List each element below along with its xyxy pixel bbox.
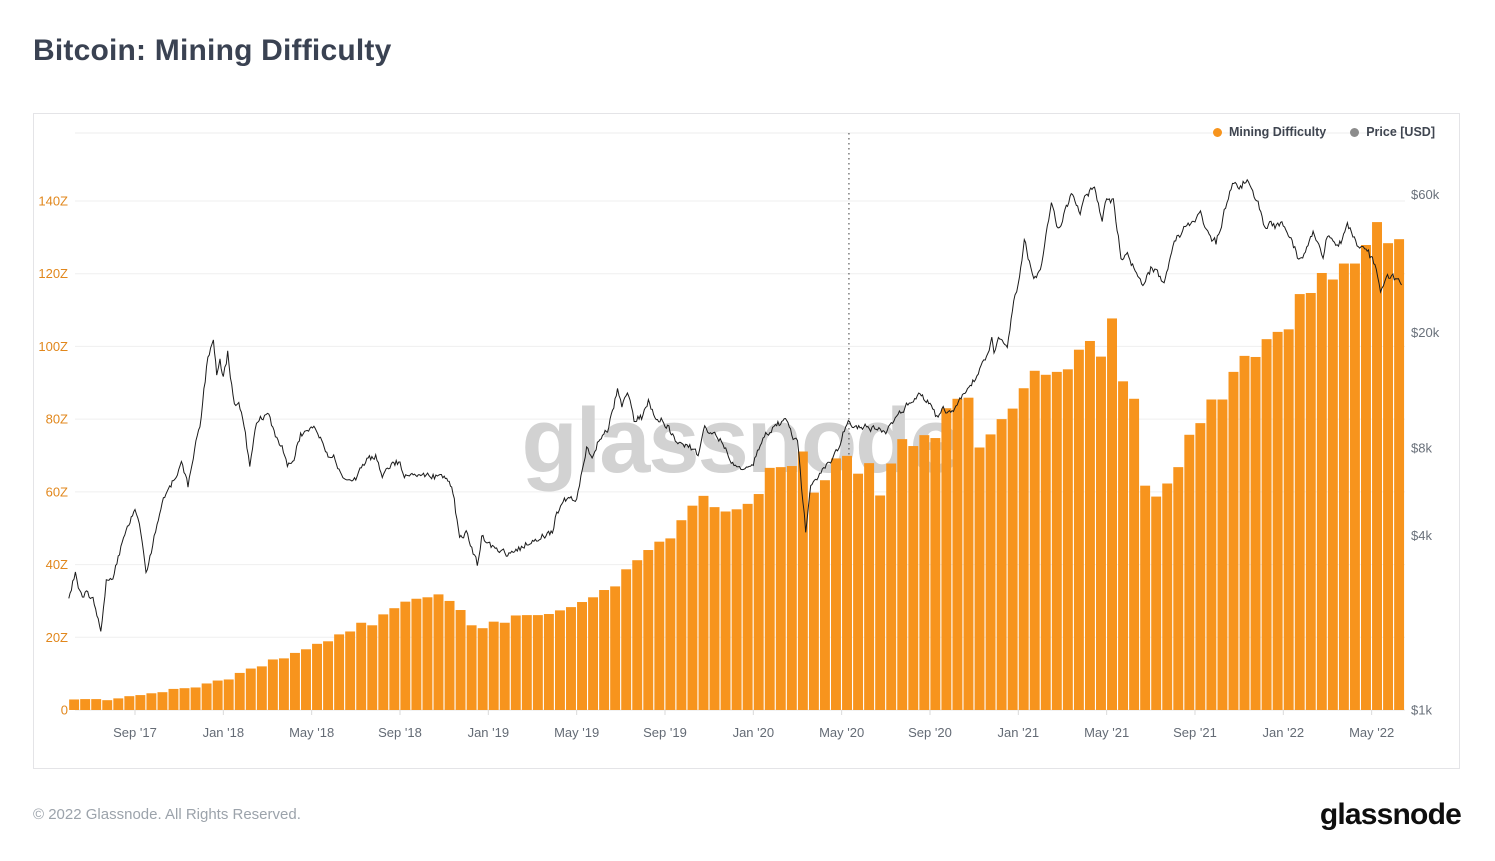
svg-text:May '21: May '21 [1084,725,1129,740]
svg-text:Jan '22: Jan '22 [1263,725,1305,740]
mining-difficulty-dot-icon [1213,127,1222,137]
svg-text:100Z: 100Z [38,339,68,354]
glassnode-logo[interactable]: glassnode [1319,798,1462,831]
page-title: Bitcoin: Mining Difficulty [33,34,392,67]
difficulty-bars [69,222,1405,710]
svg-text:Sep '20: Sep '20 [908,725,952,740]
svg-text:Sep '19: Sep '19 [643,725,687,740]
svg-text:$8k: $8k [1411,441,1432,456]
svg-text:Jan '19: Jan '19 [468,725,510,740]
svg-text:Sep '21: Sep '21 [1173,725,1217,740]
svg-text:$20k: $20k [1411,325,1440,340]
svg-text:20Z: 20Z [46,630,68,645]
price-usd-dot-icon [1350,127,1360,137]
svg-text:60Z: 60Z [46,484,68,499]
chart-card: 0 20Z 40Z 60Z 80Z 100Z 120Z 140Z $1k $4k $8k $20k $6… [33,113,1460,769]
svg-text:Sep '18: Sep '18 [378,725,422,740]
legend-item-mining-difficulty[interactable]: Mining Difficulty [1213,125,1326,139]
price-line [68,178,1402,632]
svg-text:0: 0 [61,703,68,718]
svg-text:$1k: $1k [1411,703,1432,718]
svg-text:120Z: 120Z [38,266,68,281]
legend-label-price-usd: Price [USD] [1366,125,1435,139]
svg-text:May '18: May '18 [289,725,334,740]
legend-label-mining-difficulty: Mining Difficulty [1229,125,1327,139]
svg-text:Jan '21: Jan '21 [998,725,1040,740]
svg-text:Sep '17: Sep '17 [113,725,157,740]
chart-canvas: 0 20Z 40Z 60Z 80Z 100Z 120Z 140Z $1k $4k $8k $20k $6… [38,132,1440,740]
svg-text:40Z: 40Z [46,557,68,572]
svg-text:80Z: 80Z [46,412,68,427]
chart-legend: Mining Difficulty Price [USD] [1213,125,1435,139]
left-axis-labels: 0 20Z 40Z 60Z 80Z 100Z 120Z 140Z [38,194,68,718]
svg-text:May '20: May '20 [819,725,864,740]
svg-text:140Z: 140Z [38,194,68,209]
x-axis-labels: Sep '17 Jan '18 May '18 Sep '18 Jan '19 May '… [113,710,1394,740]
svg-text:$4k: $4k [1411,528,1432,543]
right-axis-labels: $1k $4k $8k $20k $60k [1411,187,1440,718]
svg-text:Jan '18: Jan '18 [203,725,245,740]
legend-item-price-usd[interactable]: Price [USD] [1350,125,1435,139]
svg-text:Jan '20: Jan '20 [733,725,775,740]
svg-text:May '22: May '22 [1349,725,1394,740]
footer-copyright: © 2022 Glassnode. All Rights Reserved. [33,806,301,823]
svg-text:$60k: $60k [1411,187,1440,202]
svg-text:May '19: May '19 [554,725,599,740]
